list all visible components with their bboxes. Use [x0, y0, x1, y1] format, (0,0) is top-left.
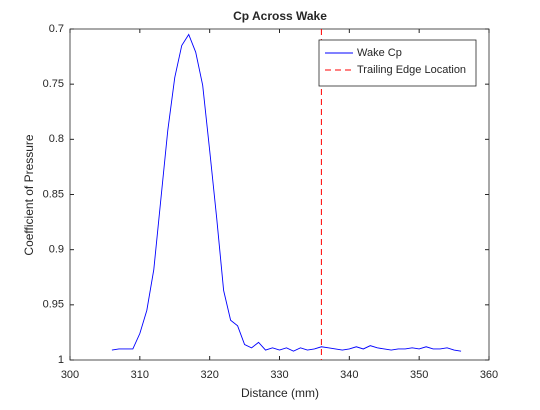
x-tick-label: 330	[270, 369, 288, 381]
x-tick-label: 340	[340, 369, 358, 381]
y-tick-label: 0.75	[43, 78, 64, 90]
data-line	[111, 33, 462, 352]
chart-title: Cp Across Wake	[233, 9, 327, 23]
x-tick-label: 320	[200, 369, 218, 381]
y-axis-label: Coefficient of Pressure	[22, 134, 36, 255]
x-tick-label: 300	[61, 369, 79, 381]
x-axis-label: Distance (mm)	[241, 386, 319, 400]
x-tick-label: 350	[410, 369, 428, 381]
legend-label: Wake Cp	[357, 47, 402, 59]
y-tick-label: 0.8	[49, 133, 64, 145]
y-tick-label: 0.7	[49, 23, 64, 35]
legend-box	[318, 39, 477, 87]
y-tick-label: 0.85	[43, 188, 64, 200]
y-tick-label: 0.95	[43, 299, 64, 311]
legend-label: Trailing Edge Location	[357, 64, 466, 76]
x-tick-label: 360	[480, 369, 498, 381]
y-tick-label: 0.9	[49, 244, 64, 256]
y-tick-label: 1	[58, 354, 64, 366]
x-tick-label: 310	[131, 369, 149, 381]
